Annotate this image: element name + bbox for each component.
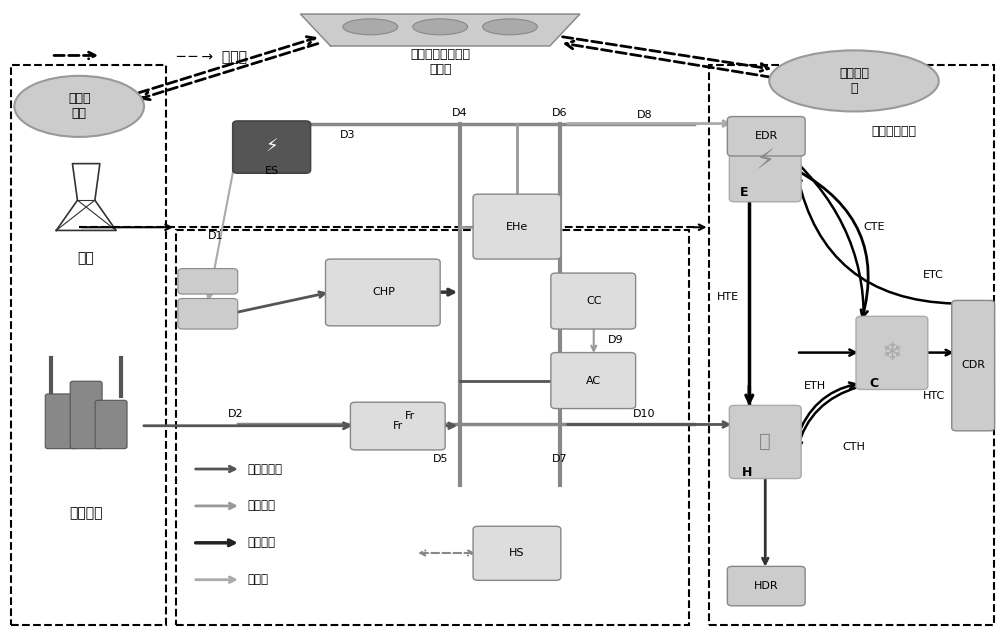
Text: E: E: [740, 186, 749, 199]
Text: D5: D5: [432, 454, 448, 465]
FancyBboxPatch shape: [727, 566, 805, 606]
Text: Fr: Fr: [393, 420, 403, 431]
Text: 电流向: 电流向: [248, 573, 269, 586]
Text: HS: HS: [509, 548, 525, 558]
Text: 制冷流向: 制冷流向: [248, 500, 276, 512]
Ellipse shape: [769, 50, 939, 111]
Text: CTE: CTE: [863, 222, 885, 232]
Ellipse shape: [483, 19, 537, 35]
Text: 二维需求响应: 二维需求响应: [871, 125, 916, 138]
Bar: [709, 65, 994, 625]
Text: D6: D6: [552, 108, 568, 118]
FancyBboxPatch shape: [727, 116, 805, 156]
Text: ⚡: ⚡: [265, 138, 278, 156]
Text: 电网: 电网: [78, 250, 95, 265]
FancyBboxPatch shape: [952, 300, 995, 431]
Text: HTC: HTC: [923, 391, 945, 401]
Text: 天然气流向: 天然气流向: [248, 463, 283, 475]
Bar: [11, 65, 166, 625]
Text: ⚡: ⚡: [756, 147, 775, 175]
FancyBboxPatch shape: [178, 298, 238, 329]
Text: D9: D9: [608, 335, 623, 345]
FancyBboxPatch shape: [473, 527, 561, 580]
Text: 负载聚合
器: 负载聚合 器: [839, 67, 869, 95]
Text: 智能能源系统服务
提供商: 智能能源系统服务 提供商: [410, 48, 470, 76]
FancyBboxPatch shape: [45, 394, 77, 449]
Text: CTH: CTH: [843, 442, 865, 452]
FancyBboxPatch shape: [729, 405, 801, 479]
FancyBboxPatch shape: [178, 268, 238, 294]
Text: 能源供
应商: 能源供 应商: [68, 93, 90, 120]
FancyBboxPatch shape: [729, 120, 801, 202]
Text: CC: CC: [586, 296, 601, 306]
Text: H: H: [742, 466, 752, 479]
FancyBboxPatch shape: [350, 402, 445, 450]
Text: CHP: CHP: [372, 287, 395, 297]
Bar: [176, 231, 689, 625]
Text: ETH: ETH: [804, 381, 826, 391]
FancyBboxPatch shape: [325, 259, 440, 326]
Text: ❄: ❄: [881, 341, 902, 365]
Text: 燃气网络: 燃气网络: [69, 507, 103, 521]
FancyBboxPatch shape: [473, 194, 561, 259]
FancyBboxPatch shape: [551, 353, 636, 408]
FancyBboxPatch shape: [551, 273, 636, 329]
Text: D3: D3: [340, 130, 355, 140]
FancyBboxPatch shape: [95, 400, 127, 449]
Text: Fr: Fr: [405, 412, 415, 421]
Text: D8: D8: [637, 110, 652, 119]
Ellipse shape: [14, 76, 144, 137]
Ellipse shape: [413, 19, 468, 35]
Text: HTE: HTE: [717, 292, 739, 302]
Text: AC: AC: [586, 376, 601, 385]
Text: D1: D1: [208, 231, 224, 240]
Text: D7: D7: [552, 454, 568, 465]
Text: C: C: [869, 376, 879, 390]
Text: CDR: CDR: [962, 360, 986, 371]
Text: HDR: HDR: [754, 581, 779, 591]
Polygon shape: [301, 14, 580, 46]
Text: 产热流向: 产热流向: [248, 536, 276, 550]
Text: ES: ES: [265, 166, 279, 176]
Text: D10: D10: [633, 409, 656, 419]
Text: ETC: ETC: [923, 270, 944, 280]
Text: 🔥: 🔥: [759, 432, 771, 451]
Ellipse shape: [343, 19, 398, 35]
Text: D2: D2: [228, 409, 244, 419]
FancyBboxPatch shape: [233, 121, 311, 173]
Text: EHe: EHe: [506, 222, 528, 231]
Text: ─ ─ →  信息流: ─ ─ → 信息流: [176, 50, 247, 64]
Text: EDR: EDR: [755, 131, 778, 141]
FancyBboxPatch shape: [70, 381, 102, 449]
Text: D4: D4: [452, 108, 468, 118]
FancyBboxPatch shape: [856, 316, 928, 390]
